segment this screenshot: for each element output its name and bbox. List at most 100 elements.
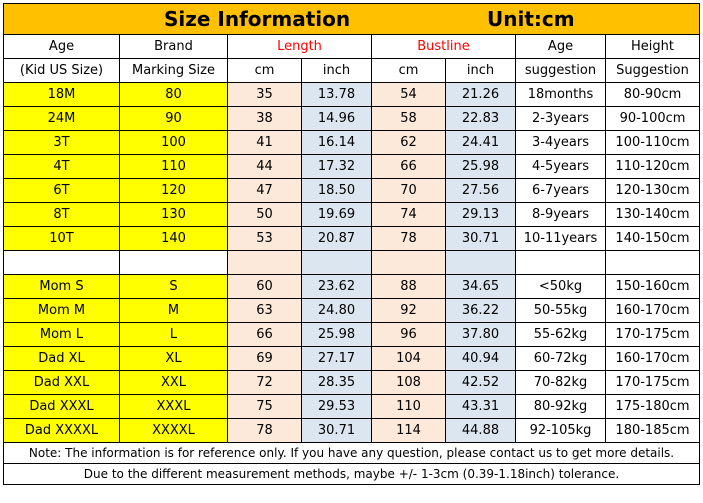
table-row: 3T 100 41 16.14 62 24.41 3-4years 100-110cm [3, 130, 700, 155]
length-inch-cell: 27.17 [301, 346, 372, 371]
length-cm-cell: 66 [227, 322, 302, 347]
brand-size-cell: M [119, 298, 228, 323]
length-inch-cell: 16.14 [301, 130, 372, 155]
header-age-suggestion: Age [515, 34, 606, 59]
age-suggestion-cell: 18months [515, 82, 606, 107]
length-cm-cell: 50 [227, 202, 302, 227]
age-suggestion-cell: 60-72kg [515, 346, 606, 371]
empty-cell [227, 250, 302, 275]
note-reference-row: Note: The information is for reference o… [3, 442, 700, 464]
age-suggestion-cell: 2-3years [515, 106, 606, 131]
size-cell: 4T [3, 154, 120, 179]
length-cm-cell: 44 [227, 154, 302, 179]
size-cell: 6T [3, 178, 120, 203]
size-cell: 24M [3, 106, 120, 131]
note-reference: Note: The information is for reference o… [3, 442, 700, 464]
title-band: Size Information Unit:cm [3, 3, 700, 35]
length-cm-cell: 69 [227, 346, 302, 371]
bust-cm-cell: 58 [371, 106, 446, 131]
bust-cm-cell: 54 [371, 82, 446, 107]
age-suggestion-cell: 3-4years [515, 130, 606, 155]
length-inch-cell: 29.53 [301, 394, 372, 419]
title-row: Size Information Unit:cm [3, 3, 700, 35]
brand-size-cell: 100 [119, 130, 228, 155]
length-cm-cell: 75 [227, 394, 302, 419]
bust-cm-cell: 92 [371, 298, 446, 323]
bust-cm-cell: 96 [371, 322, 446, 347]
length-inch-cell: 14.96 [301, 106, 372, 131]
length-inch-cell: 19.69 [301, 202, 372, 227]
length-cm-cell: 78 [227, 418, 302, 443]
size-cell: Dad XXL [3, 370, 120, 395]
height-suggestion-cell: 170-175cm [605, 322, 700, 347]
bust-inch-cell: 25.98 [445, 154, 516, 179]
brand-size-cell: XXXXL [119, 418, 228, 443]
length-cm-cell: 35 [227, 82, 302, 107]
size-cell: Mom M [3, 298, 120, 323]
table-row: Mom L L 66 25.98 96 37.80 55-62kg 170-175cm [3, 322, 700, 347]
bust-cm-cell: 104 [371, 346, 446, 371]
size-chart-table: Size Information Unit:cm Age Brand Lengt… [3, 3, 700, 485]
length-inch-cell: 28.35 [301, 370, 372, 395]
bust-inch-cell: 42.52 [445, 370, 516, 395]
bust-inch-cell: 27.56 [445, 178, 516, 203]
age-suggestion-cell: 6-7years [515, 178, 606, 203]
bust-cm-cell: 70 [371, 178, 446, 203]
table-row: Dad XXXXL XXXXL 78 30.71 114 44.88 92-105kg 180… [3, 418, 700, 443]
height-suggestion-cell: 140-150cm [605, 226, 700, 251]
size-cell: Dad XXXL [3, 394, 120, 419]
brand-size-cell: 130 [119, 202, 228, 227]
bust-cm-cell: 110 [371, 394, 446, 419]
length-inch-cell: 24.80 [301, 298, 372, 323]
bust-inch-cell: 34.65 [445, 274, 516, 299]
brand-size-cell: 120 [119, 178, 228, 203]
note-tolerance-row: Due to the different measurement methods… [3, 463, 700, 485]
bust-inch-cell: 21.26 [445, 82, 516, 107]
header-height-suggestion-sub: Suggestion [605, 58, 700, 83]
table-row: Dad XL XL 69 27.17 104 40.94 60-72kg 160-170cm [3, 346, 700, 371]
size-cell: Dad XL [3, 346, 120, 371]
bust-inch-cell: 36.22 [445, 298, 516, 323]
height-suggestion-cell: 150-160cm [605, 274, 700, 299]
size-cell: 18M [3, 82, 120, 107]
bust-inch-cell: 22.83 [445, 106, 516, 131]
table-row: 6T 120 47 18.50 70 27.56 6-7years 120-130cm [3, 178, 700, 203]
header-age-sub: (Kid US Size) [3, 58, 120, 83]
length-inch-cell: 30.71 [301, 418, 372, 443]
age-suggestion-cell: 10-11years [515, 226, 606, 251]
length-inch-cell: 18.50 [301, 178, 372, 203]
brand-size-cell: S [119, 274, 228, 299]
table-row: 8T 130 50 19.69 74 29.13 8-9years 130-140cm [3, 202, 700, 227]
separator-row [3, 250, 700, 275]
age-suggestion-cell: <50kg [515, 274, 606, 299]
size-cell: 8T [3, 202, 120, 227]
brand-size-cell: 90 [119, 106, 228, 131]
length-inch-cell: 17.32 [301, 154, 372, 179]
table-row: Mom S S 60 23.62 88 34.65 <50kg 150-160cm [3, 274, 700, 299]
length-cm-cell: 63 [227, 298, 302, 323]
header-length-inch: inch [301, 58, 372, 83]
bust-cm-cell: 114 [371, 418, 446, 443]
empty-cell [119, 250, 228, 275]
empty-cell [301, 250, 372, 275]
brand-size-cell: XXXL [119, 394, 228, 419]
table-row: 18M 80 35 13.78 54 21.26 18months 80-90cm [3, 82, 700, 107]
size-cell: Mom L [3, 322, 120, 347]
bust-cm-cell: 66 [371, 154, 446, 179]
table-row: Dad XXL XXL 72 28.35 108 42.52 70-82kg 170-175c… [3, 370, 700, 395]
empty-cell [3, 250, 120, 275]
table-row: 24M 90 38 14.96 58 22.83 2-3years 90-100cm [3, 106, 700, 131]
empty-cell [445, 250, 516, 275]
height-suggestion-cell: 130-140cm [605, 202, 700, 227]
age-suggestion-cell: 92-105kg [515, 418, 606, 443]
size-cell: 10T [3, 226, 120, 251]
age-suggestion-cell: 55-62kg [515, 322, 606, 347]
header-row-1: Age Brand Length Bustline Age Height [3, 34, 700, 59]
age-suggestion-cell: 80-92kg [515, 394, 606, 419]
height-suggestion-cell: 160-170cm [605, 346, 700, 371]
bust-cm-cell: 88 [371, 274, 446, 299]
table-row: Mom M M 63 24.80 92 36.22 50-55kg 160-170cm [3, 298, 700, 323]
empty-cell [371, 250, 446, 275]
age-suggestion-cell: 70-82kg [515, 370, 606, 395]
brand-size-cell: L [119, 322, 228, 347]
